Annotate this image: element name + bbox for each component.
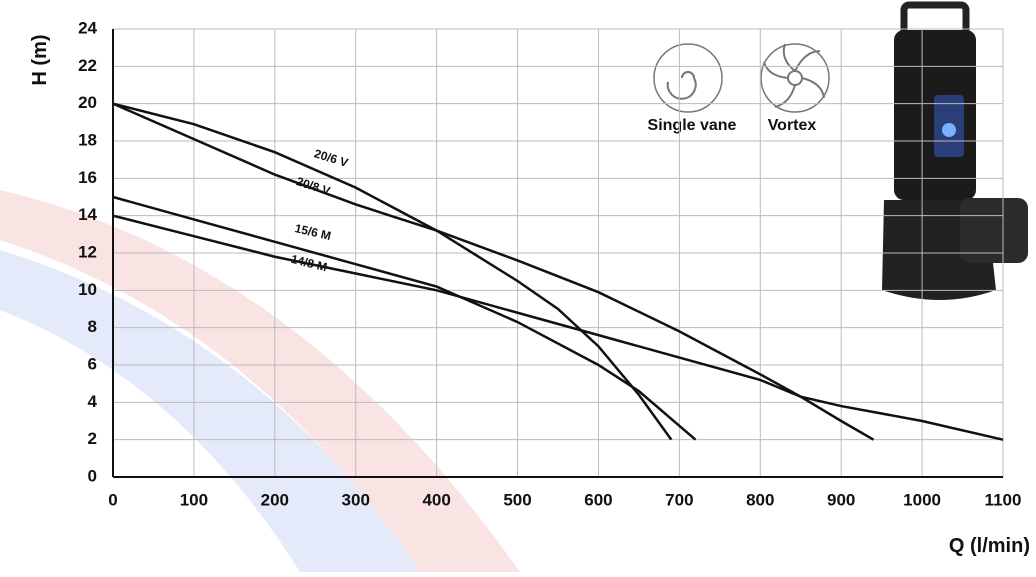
impeller-label: Vortex [768,117,817,134]
y-axis-label: H (m) [29,34,51,85]
x-tick-label: 1000 [903,490,941,509]
x-tick-label: 900 [827,490,855,509]
y-tick-label: 22 [78,56,97,75]
y-tick-label: 18 [78,130,97,149]
x-tick-label: 400 [422,490,450,509]
curve-label: 20/6 V [313,146,350,170]
x-tick-label: 200 [261,490,289,509]
y-tick-label: 14 [78,205,97,224]
y-tick-label: 0 [88,466,97,485]
y-tick-label: 8 [88,317,97,336]
pump-curve [112,214,1004,441]
curve-label: 15/6 M [293,221,332,243]
y-tick-label: 6 [88,354,97,373]
y-tick-label: 2 [88,429,97,448]
y-tick-label: 4 [88,392,98,411]
x-tick-label: 500 [503,490,531,509]
curve-label: 20/8 V [295,174,332,198]
x-tick-label: 0 [108,490,117,509]
x-tick-label: 700 [665,490,693,509]
y-tick-label: 20 [78,93,97,112]
pump-curve [112,102,673,441]
x-tick-label: 600 [584,490,612,509]
pump-curve [112,102,875,441]
x-tick-label: 800 [746,490,774,509]
y-tick-label: 12 [78,242,97,261]
pump-curve [112,195,697,441]
pump-image [882,1,1028,300]
x-tick-label: 1100 [985,490,1022,509]
x-tick-label: 300 [342,490,370,509]
impeller-label: Single vane [648,117,737,134]
x-tick-label: 100 [180,490,208,509]
impeller-icons: Single vane Vortex [636,35,848,141]
y-tick-label: 10 [78,280,97,299]
x-axis-label: Q (l/min) [949,535,1030,557]
y-tick-label: 16 [78,168,97,187]
y-tick-label: 24 [78,18,97,37]
